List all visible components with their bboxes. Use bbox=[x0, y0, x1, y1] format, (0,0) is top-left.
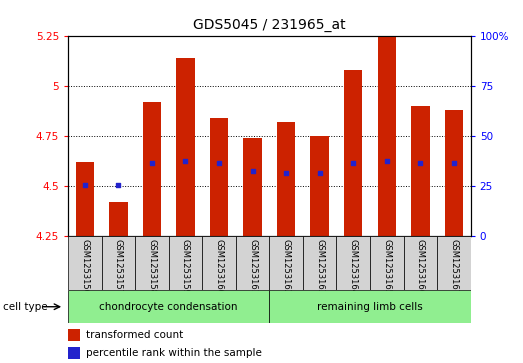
Bar bbox=[269, 236, 303, 290]
Text: GSM1253159: GSM1253159 bbox=[181, 239, 190, 294]
Text: remaining limb cells: remaining limb cells bbox=[317, 302, 423, 312]
Point bbox=[215, 160, 223, 166]
Bar bbox=[210, 118, 228, 236]
Point bbox=[81, 182, 89, 188]
Text: chondrocyte condensation: chondrocyte condensation bbox=[99, 302, 238, 312]
Text: GSM1253157: GSM1253157 bbox=[114, 239, 123, 295]
Title: GDS5045 / 231965_at: GDS5045 / 231965_at bbox=[193, 19, 346, 33]
Bar bbox=[135, 236, 168, 290]
Text: cell type: cell type bbox=[3, 302, 47, 312]
Bar bbox=[109, 202, 128, 236]
Text: transformed count: transformed count bbox=[86, 330, 184, 340]
Text: GSM1253164: GSM1253164 bbox=[349, 239, 358, 295]
Bar bbox=[445, 110, 463, 236]
Bar bbox=[101, 236, 135, 290]
Text: GSM1253167: GSM1253167 bbox=[449, 239, 459, 295]
Bar bbox=[336, 236, 370, 290]
Bar bbox=[168, 236, 202, 290]
Text: GSM1253165: GSM1253165 bbox=[382, 239, 391, 295]
Point bbox=[450, 160, 458, 166]
Bar bbox=[236, 236, 269, 290]
Bar bbox=[68, 290, 269, 323]
Text: GSM1253163: GSM1253163 bbox=[315, 239, 324, 295]
Bar bbox=[269, 290, 471, 323]
Text: GSM1253162: GSM1253162 bbox=[281, 239, 291, 295]
Point bbox=[416, 160, 425, 166]
Bar bbox=[303, 236, 336, 290]
Bar bbox=[176, 58, 195, 236]
Bar bbox=[311, 136, 329, 236]
Bar bbox=[370, 236, 404, 290]
Text: GSM1253161: GSM1253161 bbox=[248, 239, 257, 295]
Text: percentile rank within the sample: percentile rank within the sample bbox=[86, 348, 262, 358]
Point bbox=[248, 168, 257, 174]
Bar bbox=[68, 236, 101, 290]
Bar bbox=[243, 138, 262, 236]
Bar bbox=[344, 70, 362, 236]
Bar bbox=[437, 236, 471, 290]
Bar bbox=[68, 329, 80, 341]
Bar bbox=[411, 106, 429, 236]
Bar bbox=[378, 36, 396, 236]
Text: GSM1253156: GSM1253156 bbox=[80, 239, 89, 295]
Point bbox=[181, 158, 190, 164]
Bar bbox=[68, 347, 80, 359]
Bar bbox=[404, 236, 437, 290]
Point bbox=[315, 170, 324, 176]
Point bbox=[147, 160, 156, 166]
Bar bbox=[75, 162, 94, 236]
Point bbox=[282, 170, 290, 176]
Point bbox=[383, 158, 391, 164]
Point bbox=[114, 182, 122, 188]
Text: GSM1253158: GSM1253158 bbox=[147, 239, 156, 295]
Text: GSM1253166: GSM1253166 bbox=[416, 239, 425, 295]
Bar bbox=[202, 236, 236, 290]
Bar bbox=[277, 122, 295, 236]
Point bbox=[349, 160, 357, 166]
Text: GSM1253160: GSM1253160 bbox=[214, 239, 223, 295]
Bar bbox=[143, 102, 161, 236]
